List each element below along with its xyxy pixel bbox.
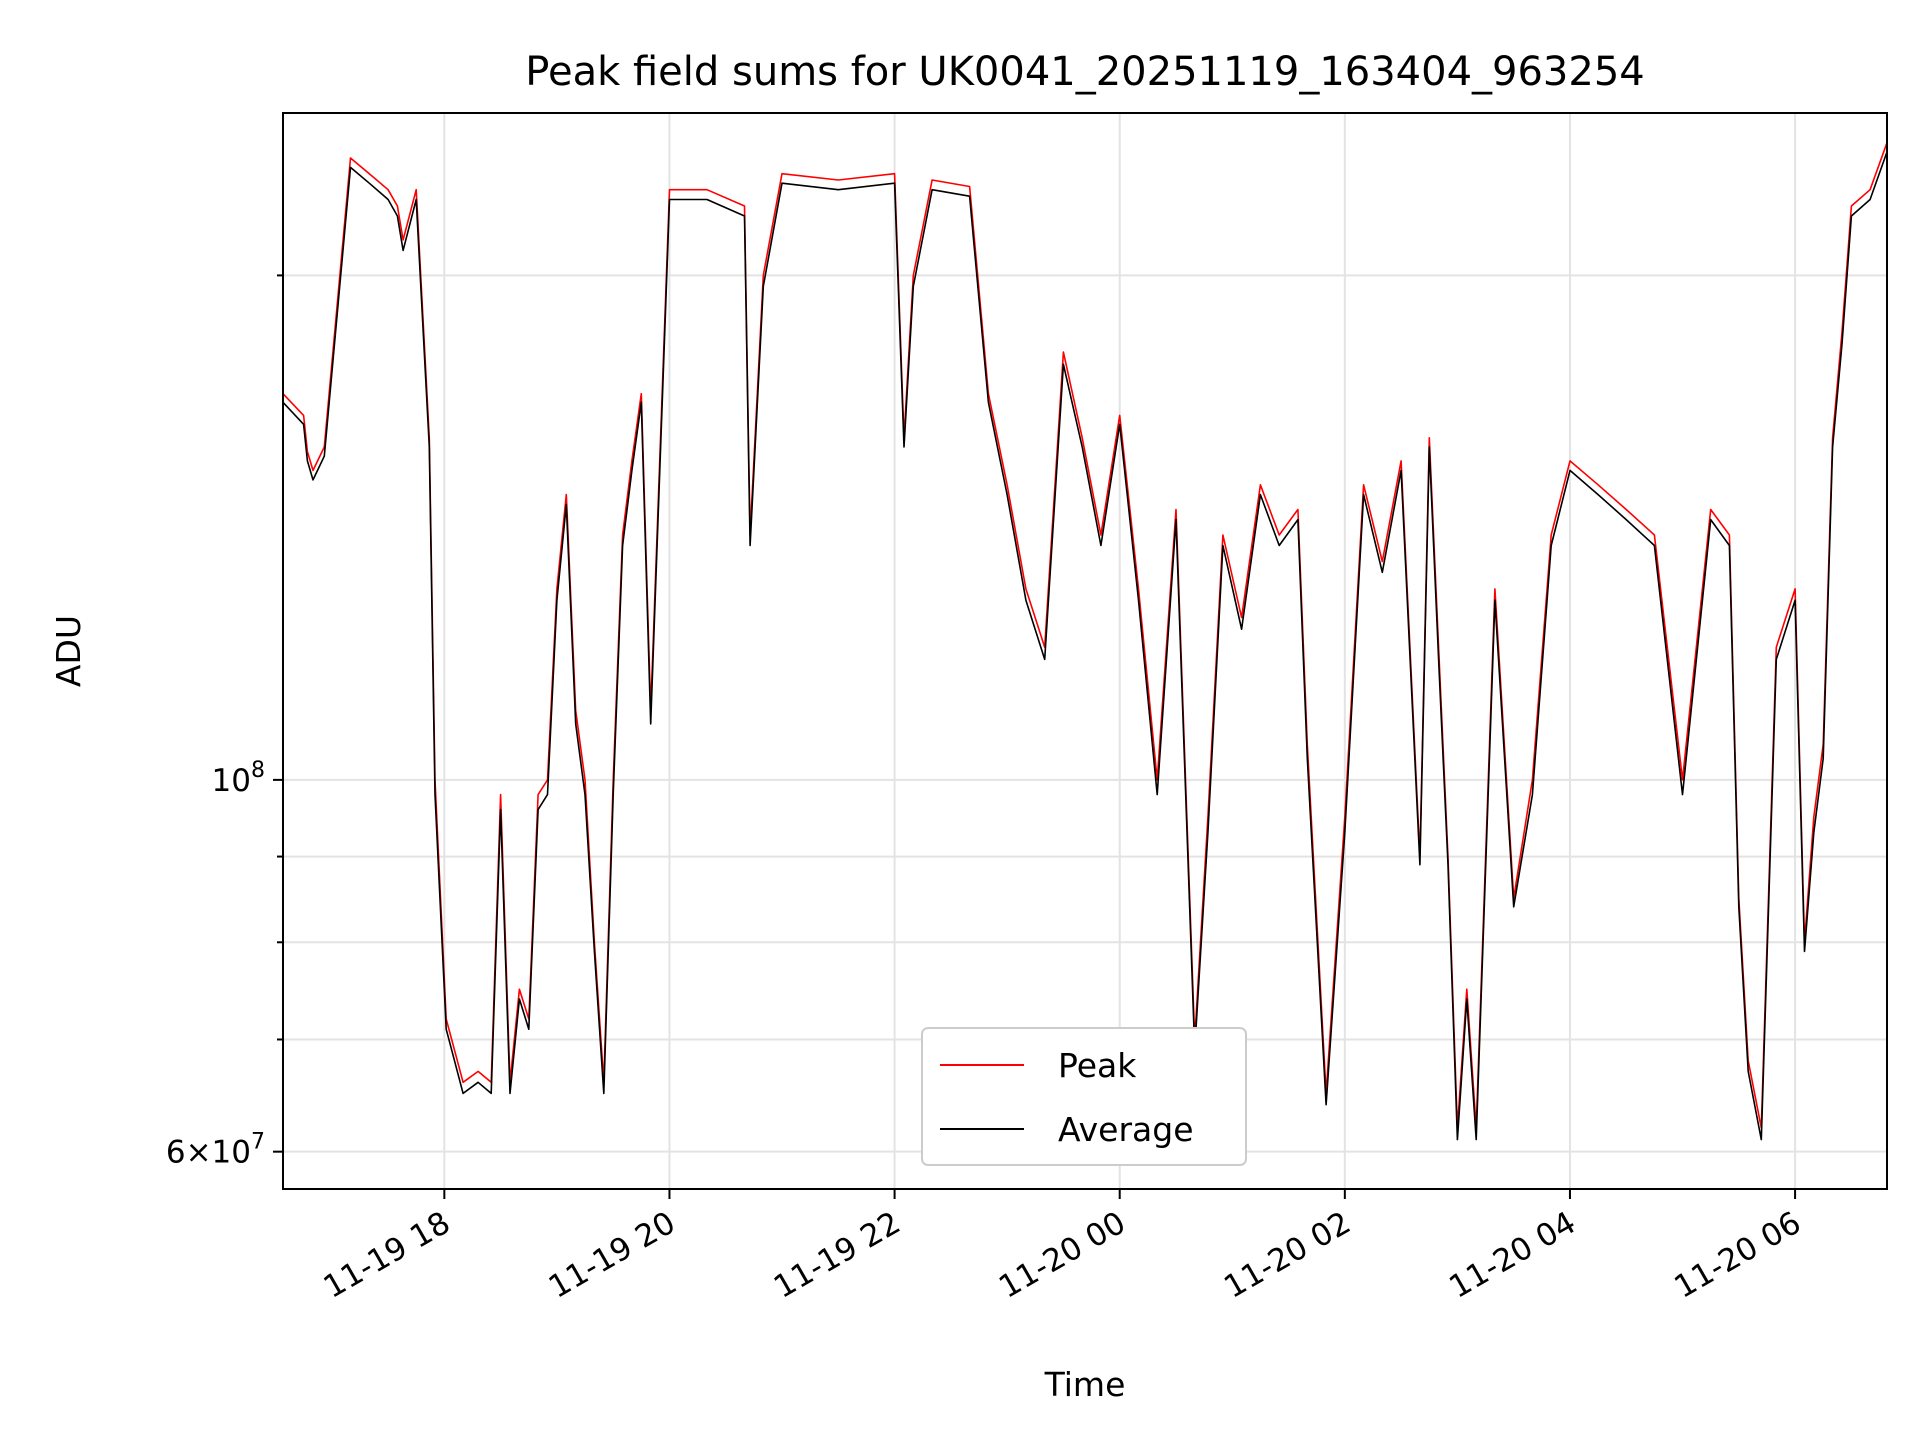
x-tick-label-6: 11-20 06 xyxy=(1668,1205,1807,1306)
x-tick-label-1: 11-19 20 xyxy=(543,1205,682,1306)
chart-title: Peak field sums for UK0041_20251119_1634… xyxy=(525,49,1644,95)
plot-frame xyxy=(282,112,1888,1190)
y-tick-label-1: 6×107 xyxy=(166,1130,265,1171)
x-tick-label-3: 11-20 00 xyxy=(993,1205,1132,1306)
series-line-average xyxy=(282,151,1888,1141)
legend-box xyxy=(921,1027,1247,1166)
legend-label-peak: Peak xyxy=(1058,1046,1137,1085)
series-line-peak xyxy=(282,142,1888,1129)
x-tick-label-5: 11-20 04 xyxy=(1443,1205,1582,1306)
y-tick-label-0: 108 xyxy=(212,758,265,799)
legend: Peak Average xyxy=(921,1027,1247,1166)
x-tick-label-2: 11-19 22 xyxy=(768,1205,907,1306)
legend-label-average: Average xyxy=(1058,1110,1194,1149)
y-axis-label: ADU xyxy=(49,615,88,687)
x-tick-label-4: 11-20 02 xyxy=(1218,1205,1357,1306)
series-layer xyxy=(282,142,1888,1141)
x-tick-label-0: 11-19 18 xyxy=(318,1205,457,1306)
x-axis-label: Time xyxy=(1044,1365,1126,1404)
